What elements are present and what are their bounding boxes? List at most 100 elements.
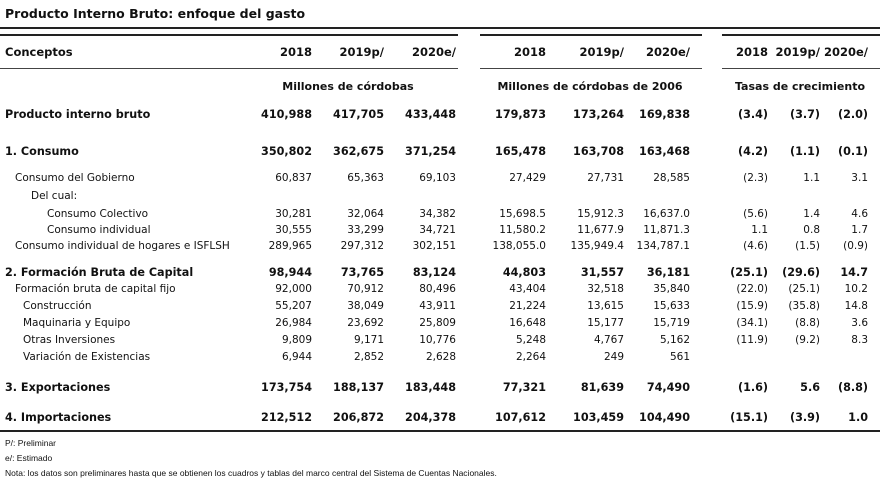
table-bottom-rule	[0, 430, 880, 432]
table-cell: 10,776	[419, 334, 456, 346]
table-cell: 35,840	[653, 283, 690, 295]
table-cell: 2,852	[353, 351, 384, 363]
table-cell: 433,448	[405, 108, 456, 121]
table-cell: (35.8)	[788, 300, 820, 312]
table-cell: 13,615	[587, 300, 624, 312]
table-cell: 0.8	[803, 224, 820, 236]
table-cell: 44,803	[502, 266, 546, 279]
table-cell: (0.1)	[837, 145, 868, 158]
table-cell: (9.2)	[795, 334, 820, 346]
header-bottom-rule-2	[480, 68, 702, 69]
year-header: 2020e/	[645, 45, 690, 59]
table-cell: (5.6)	[743, 208, 768, 220]
row-label: Consumo del Gobierno	[15, 172, 135, 184]
table-cell: (3.4)	[737, 108, 768, 121]
table-cell: 249	[603, 351, 624, 363]
table-cell: 15,177	[587, 317, 624, 329]
year-header: 2020e/	[411, 45, 456, 59]
year-header: 2019p/	[775, 45, 820, 59]
note-preliminar: P/: Preliminar	[5, 438, 57, 448]
table-cell: (1.1)	[789, 145, 820, 158]
table-cell: 163,708	[573, 145, 624, 158]
table-cell: 173,754	[261, 381, 312, 394]
unit-header: Millones de córdobas de 2006	[497, 80, 683, 93]
table-cell: 83,124	[412, 266, 456, 279]
row-label: Construcción	[23, 300, 92, 312]
table-cell: 43,404	[509, 283, 546, 295]
table-cell: 81,639	[580, 381, 624, 394]
table-cell: 135,949.4	[570, 240, 624, 252]
table-cell: 77,321	[502, 381, 546, 394]
table-cell: 15,633	[653, 300, 690, 312]
table-cell: (4.6)	[743, 240, 768, 252]
table-cell: (29.6)	[782, 266, 820, 279]
header-bottom-rule-1	[0, 68, 458, 69]
table-cell: (25.1)	[788, 283, 820, 295]
table-cell: (15.9)	[736, 300, 768, 312]
table-cell: 11,580.2	[499, 224, 546, 236]
table-cell: 169,838	[639, 108, 690, 121]
table-cell: 15,912.3	[577, 208, 624, 220]
table-cell: 14.8	[844, 300, 868, 312]
table-cell: 69,103	[419, 172, 456, 184]
row-label: Maquinaria y Equipo	[23, 317, 131, 329]
table-cell: 138,055.0	[492, 240, 546, 252]
table-cell: 55,207	[275, 300, 312, 312]
year-header: 2018	[279, 45, 312, 59]
table-cell: 43,911	[419, 300, 456, 312]
table-cell: (22.0)	[736, 283, 768, 295]
table-cell: 25,809	[419, 317, 456, 329]
year-header: 2018	[735, 45, 768, 59]
table-cell: 4.6	[851, 208, 868, 220]
table-cell: 4,767	[593, 334, 624, 346]
table-cell: 65,363	[347, 172, 384, 184]
year-header: 2019p/	[339, 45, 384, 59]
table-cell: 183,448	[405, 381, 456, 394]
table-cell: (8.8)	[837, 381, 868, 394]
table-cell: 165,478	[495, 145, 546, 158]
table-cell: 561	[669, 351, 690, 363]
table-cell: 11,871.3	[643, 224, 690, 236]
table-cell: 371,254	[405, 145, 456, 158]
row-label: Del cual:	[31, 190, 78, 202]
row-label: Formación bruta de capital fijo	[15, 283, 176, 295]
table-cell: 31,557	[580, 266, 624, 279]
table-cell: 34,721	[419, 224, 456, 236]
header-top-rule-3	[722, 34, 880, 36]
table-cell: (1.6)	[737, 381, 768, 394]
table-cell: 14.7	[840, 266, 868, 279]
table-cell: 5,248	[515, 334, 546, 346]
table-cell: (0.9)	[843, 240, 868, 252]
table-cell: (1.5)	[795, 240, 820, 252]
table-cell: 27,429	[509, 172, 546, 184]
table-cell: (25.1)	[730, 266, 768, 279]
table-cell: 1.4	[803, 208, 820, 220]
table-cell: 9,171	[353, 334, 384, 346]
table-cell: 302,151	[412, 240, 456, 252]
table-cell: 30,555	[275, 224, 312, 236]
row-label: Consumo Colectivo	[47, 208, 149, 220]
table-cell: 1.0	[848, 411, 868, 424]
table-cell: 179,873	[495, 108, 546, 121]
table-cell: (34.1)	[736, 317, 768, 329]
table-cell: (3.9)	[789, 411, 820, 424]
row-label: Variación de Existencias	[23, 351, 151, 363]
year-header: 2019p/	[579, 45, 624, 59]
table-cell: 32,518	[587, 283, 624, 295]
table-cell: 410,988	[261, 108, 312, 121]
table-cell: 80,496	[419, 283, 456, 295]
table-cell: 103,459	[573, 411, 624, 424]
table-cell: 1.1	[803, 172, 820, 184]
title-underline	[0, 27, 880, 29]
row-label: 3. Exportaciones	[5, 381, 111, 394]
header-top-rule-2	[480, 34, 702, 36]
table-cell: 98,944	[268, 266, 312, 279]
table-cell: 27,731	[587, 172, 624, 184]
table-cell: 34,382	[419, 208, 456, 220]
table-cell: 134,787.1	[636, 240, 690, 252]
table-cell: 163,468	[639, 145, 690, 158]
row-label: 2. Formación Bruta de Capital	[5, 266, 194, 279]
note-estimado: e/: Estimado	[5, 453, 53, 463]
table-cell: 350,802	[261, 145, 312, 158]
table-cell: 417,705	[333, 108, 384, 121]
